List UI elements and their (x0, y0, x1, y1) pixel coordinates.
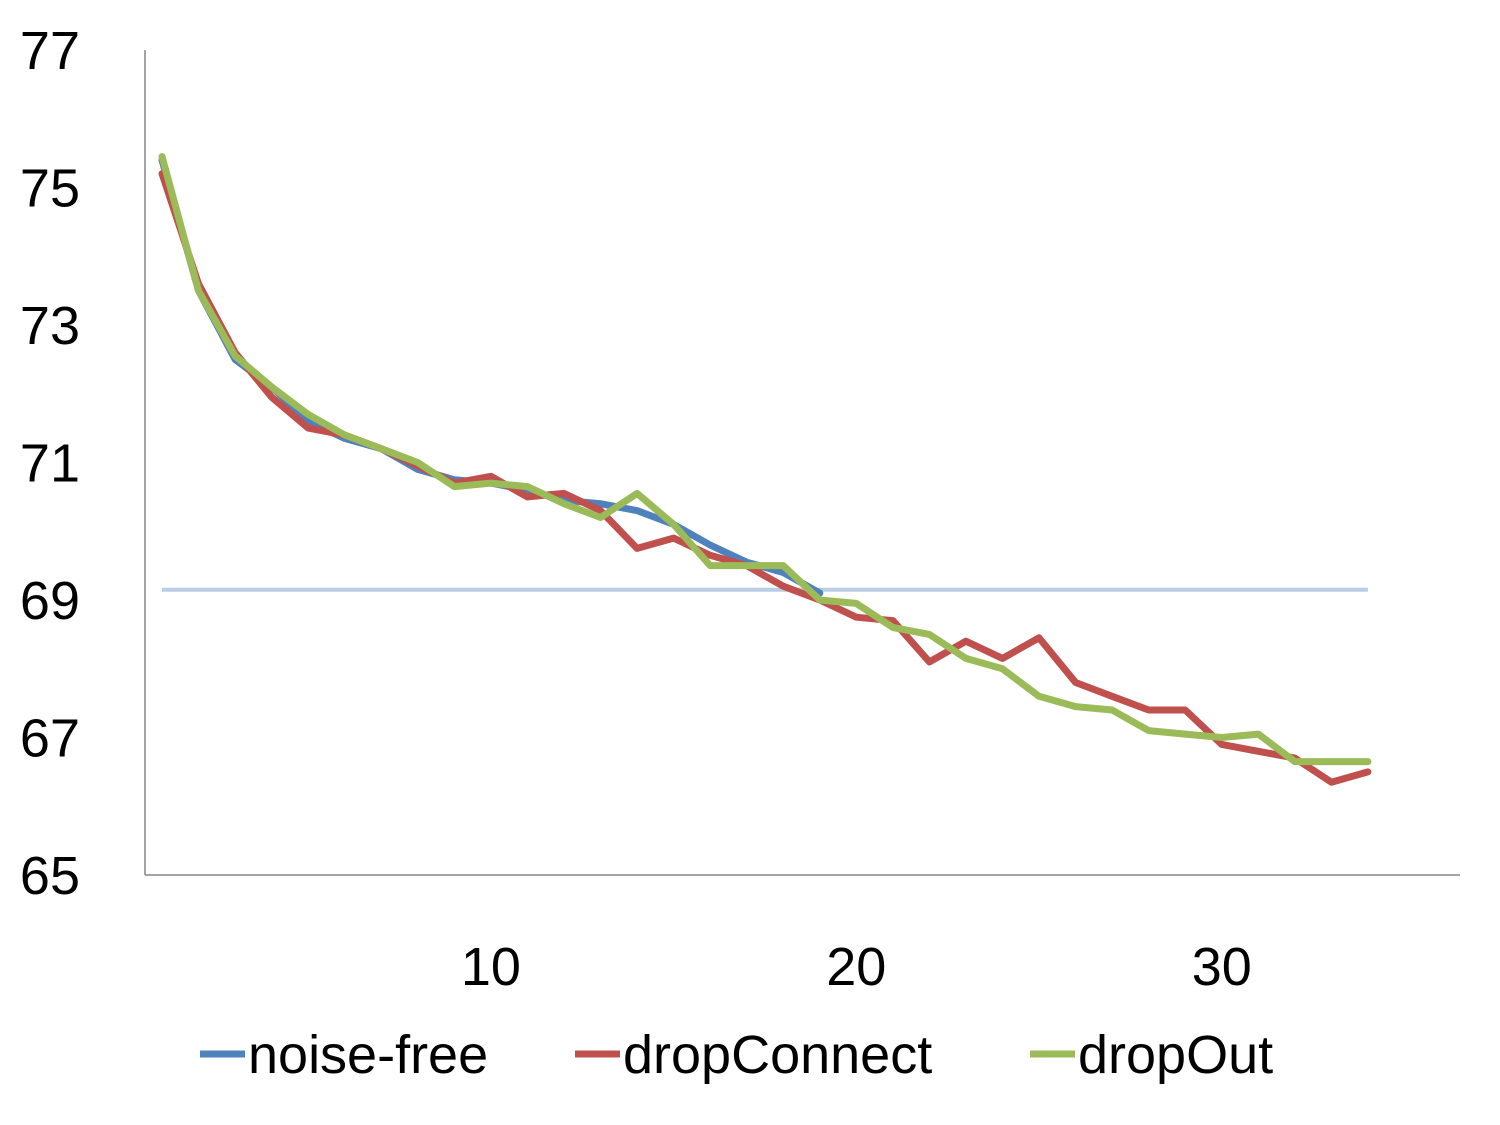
series-line-dropout (158, 153, 1372, 766)
series-lines (158, 153, 1372, 786)
legend-label-dropout: dropOut (1078, 1025, 1273, 1085)
legend-label-dropconnect: dropConnect (623, 1025, 932, 1085)
x-tick-label: 10 (461, 937, 521, 997)
y-tick-label: 67 (20, 709, 80, 769)
y-axis-ticks: 65 67 69 71 73 75 77 (20, 21, 80, 906)
y-tick-label: 69 (20, 571, 80, 631)
x-axis-ticks: 10 20 30 (461, 937, 1252, 997)
series-line-dropconnect (158, 170, 1372, 786)
y-tick-label: 65 (20, 846, 80, 906)
legend-label-noise-free: noise-free (248, 1025, 488, 1085)
y-tick-label: 73 (20, 296, 80, 356)
x-tick-label: 30 (1192, 937, 1252, 997)
y-tick-label: 71 (20, 434, 80, 494)
axes (144, 50, 1460, 876)
y-tick-label: 77 (20, 21, 80, 81)
x-tick-label: 20 (826, 937, 886, 997)
y-tick-label: 75 (20, 159, 80, 219)
legend: noise-free dropConnect dropOut (200, 1025, 1273, 1085)
